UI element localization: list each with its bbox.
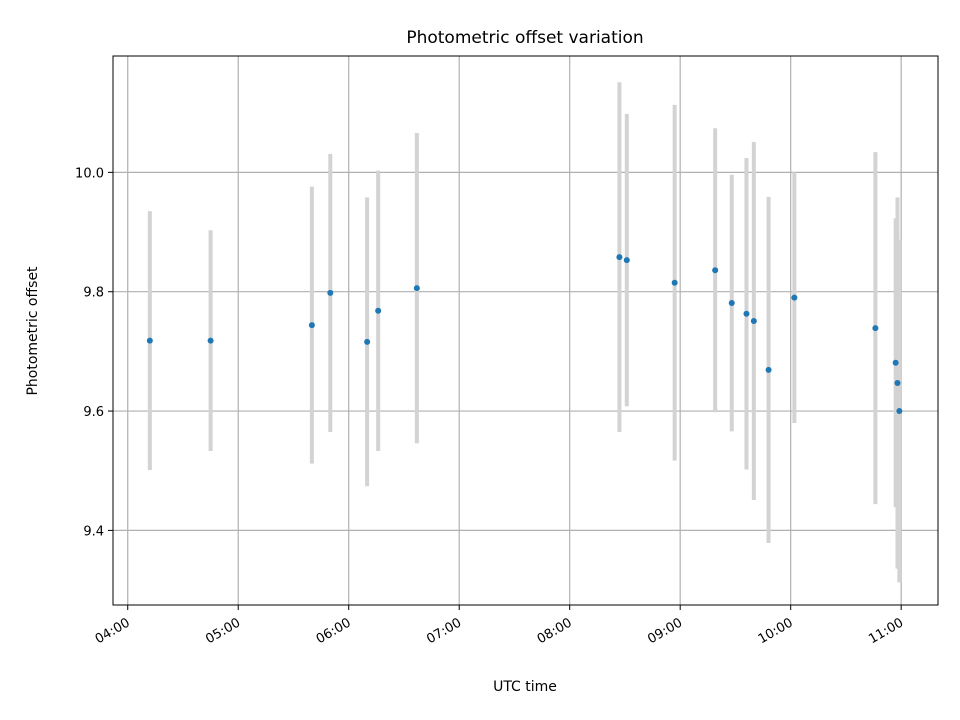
data-point: [765, 366, 772, 373]
grid-lines: [113, 56, 938, 605]
data-point: [791, 294, 798, 301]
data-point: [146, 337, 153, 344]
y-axis-label: Photometric offset: [25, 266, 41, 396]
data-point: [892, 359, 899, 366]
x-axis-label: UTC time: [493, 679, 557, 695]
data-point: [896, 408, 903, 415]
data-point: [712, 267, 719, 274]
data-point: [728, 300, 735, 307]
data-point: [743, 310, 750, 317]
data-point: [616, 254, 623, 261]
data-point: [750, 317, 757, 324]
data-point: [623, 257, 630, 264]
data-point: [375, 307, 382, 314]
data-point: [308, 322, 315, 329]
data-point: [327, 289, 334, 296]
plot-frame: [112, 55, 939, 606]
y-tick-label: 9.8: [83, 286, 104, 301]
data-point: [364, 338, 371, 345]
y-tick-label: 9.4: [83, 524, 104, 539]
y-tick-label: 9.6: [83, 405, 104, 420]
chart-title: Photometric offset variation: [406, 28, 643, 48]
data-point: [872, 325, 879, 332]
y-tick-label: 10.0: [75, 166, 104, 181]
data-points: [146, 254, 903, 415]
data-point: [413, 285, 420, 292]
y-axis-ticks: 9.4 9.6 9.8 10.0: [75, 166, 113, 539]
data-point: [671, 279, 678, 286]
data-point: [207, 337, 214, 344]
data-point: [894, 380, 901, 387]
